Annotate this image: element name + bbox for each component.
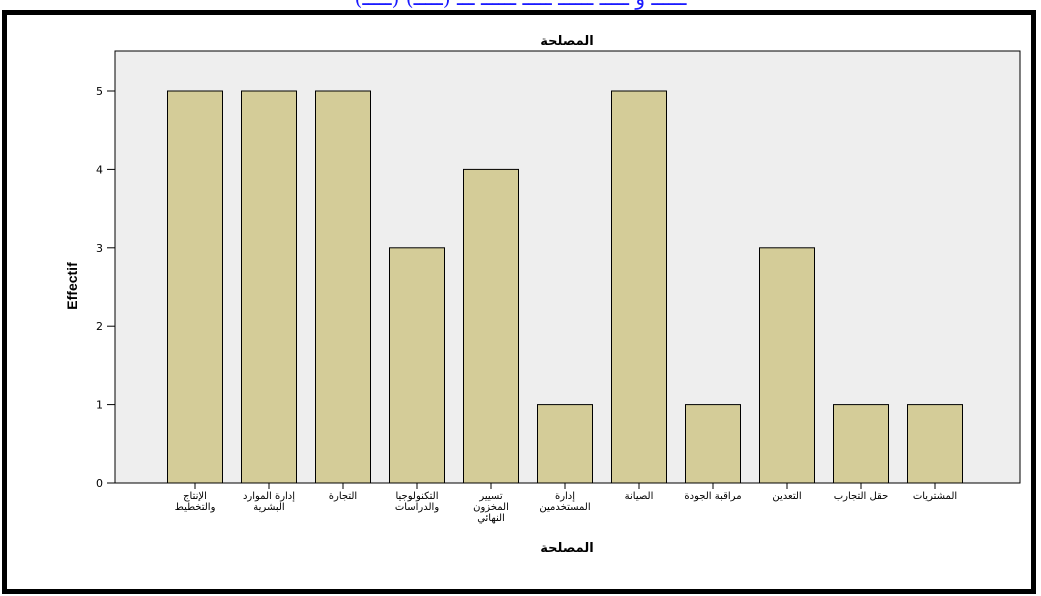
x-tick-label: المخزون	[473, 502, 509, 513]
x-tick-label: البشرية	[253, 502, 284, 513]
x-tick-label: مراقبة الجودة	[684, 491, 741, 502]
y-tick-label: 3	[96, 242, 103, 255]
bar	[167, 90, 223, 484]
y-axis-label: Effectif	[64, 262, 80, 310]
y-tick-label: 2	[96, 320, 103, 333]
x-tick-label: والدراسات	[395, 502, 440, 513]
x-tick-label: الصيانة	[625, 491, 654, 502]
x-tick-label: التكنولوجيا	[395, 491, 438, 502]
header-partial-text: (ـــــ) ــــــ و ـــــ ــــــ ـــــ ــــ…	[0, 0, 1041, 10]
y-tick-label: 5	[96, 85, 103, 98]
y-tick-label: 4	[96, 163, 103, 176]
x-tick-label: إدارة	[555, 491, 575, 502]
bar	[907, 404, 963, 484]
top-header-strip: (ـــــ) ــــــ و ـــــ ــــــ ـــــ ــــ…	[0, 0, 1041, 10]
y-tick-label: 0	[96, 477, 103, 490]
x-tick-label: الإنتاج	[183, 491, 207, 502]
bar	[463, 168, 519, 484]
x-tick-label: والتخطيط	[175, 502, 216, 513]
bars-group	[167, 90, 963, 484]
x-axis-label: المصلحة	[540, 541, 593, 556]
x-tick-label: المستخدمين	[539, 502, 590, 513]
bar	[685, 404, 741, 484]
bar	[611, 90, 667, 484]
x-tick-label: حقل التجارب	[834, 491, 889, 502]
bar	[833, 404, 889, 484]
y-tick-label: 1	[96, 399, 103, 412]
y-axis: 0 1 2 3 4 5	[96, 85, 115, 490]
x-tick-label: النهائي	[477, 513, 505, 524]
x-tick-label: التجارة	[329, 491, 357, 502]
x-tick-label: إدارة الموارد	[243, 491, 295, 502]
chart-title: المصلحة	[540, 34, 593, 49]
x-tick-label: المشتريات	[913, 491, 957, 502]
bar	[759, 247, 815, 484]
bar	[241, 90, 297, 484]
x-tick-label: تسيير	[478, 491, 502, 502]
bar	[315, 90, 371, 484]
bar	[389, 247, 445, 484]
x-tick-label: التعدين	[772, 491, 801, 502]
bar	[537, 404, 593, 484]
